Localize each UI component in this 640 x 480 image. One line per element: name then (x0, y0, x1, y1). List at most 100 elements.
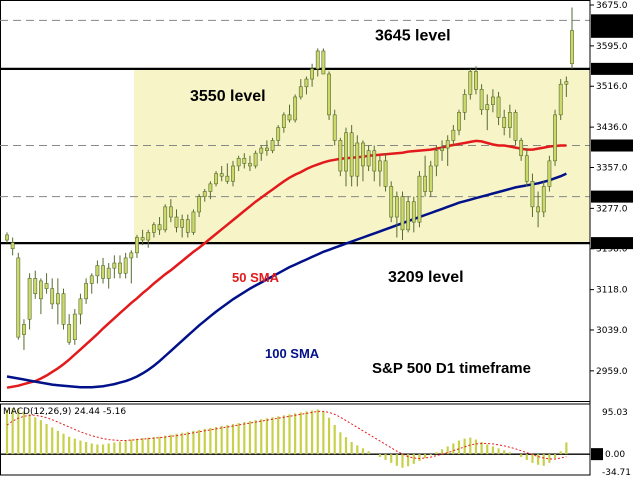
candle-body (553, 114, 557, 162)
candle-body (236, 157, 241, 167)
candle-body (185, 219, 190, 233)
candle-body (434, 150, 439, 167)
annotation-3550-level: 3550 level (190, 88, 266, 105)
candle-body (479, 89, 484, 111)
macd-signal-line (6, 410, 567, 460)
price-tick-label: 3436.0 (596, 123, 628, 133)
candle-body (377, 160, 382, 172)
candle-body (485, 104, 490, 111)
candle-body (67, 324, 72, 343)
candle-body (231, 165, 235, 182)
price-tag-label: 3400.0 (594, 142, 626, 152)
candle-body (152, 224, 156, 233)
candle-body (468, 71, 473, 95)
candle-body (281, 114, 286, 128)
candle-body (355, 142, 360, 177)
candle-body (558, 83, 563, 116)
candle-body (411, 201, 416, 223)
candle-body (383, 160, 388, 187)
price-tag-label: 3209.0 (594, 240, 626, 250)
candle-body (242, 157, 247, 164)
price-panel: 3645 level 3550 level 3209 level 50 SMA 100 … (0, 0, 591, 402)
macd-tick-label: -34.71 (602, 468, 631, 478)
candle-body (315, 50, 320, 70)
macd-zero-tag (591, 448, 603, 461)
price-tag-box (591, 14, 633, 27)
candle-body (366, 150, 371, 167)
candle-body (349, 132, 354, 177)
price-tag-box (591, 62, 633, 75)
candle-body (327, 73, 331, 116)
candle-body (27, 278, 32, 320)
candle-body (168, 206, 173, 218)
candle-body (298, 86, 303, 98)
price-tick-label: 3675.0 (596, 1, 628, 11)
candle-body (55, 293, 60, 305)
candle-body (10, 242, 15, 250)
price-tag-label: 3645.0 (594, 17, 626, 27)
candle-body (50, 288, 55, 305)
candle-body (344, 132, 348, 172)
annotation-50-sma: 50 SMA (232, 270, 280, 285)
candle-body (519, 140, 524, 157)
chart-title: S&P 500 D1 timeframe (372, 360, 531, 377)
candle-body (174, 216, 179, 228)
sma-line-100-sma (6, 172, 567, 389)
annotation-100-sma: 100 SMA (265, 346, 320, 361)
candle-body (513, 112, 518, 141)
candle-body (462, 94, 467, 113)
price-tag-label: 3622.5 (594, 28, 626, 38)
candle-body (490, 96, 495, 105)
candle-body (163, 206, 168, 231)
candle-body (564, 81, 569, 85)
candle-body (361, 142, 365, 167)
price-tick-label: 3118.0 (596, 286, 628, 296)
candle-body (135, 237, 139, 254)
annotation-3209-level: 3209 level (388, 269, 464, 286)
candle-body (61, 293, 66, 325)
candle-body (78, 298, 83, 315)
price-tick-label: 3357.0 (596, 163, 628, 173)
candle-body (225, 175, 230, 182)
candle-body (72, 313, 77, 340)
candle-body (84, 283, 89, 300)
candle-body (5, 234, 9, 241)
candle-body (197, 196, 202, 213)
price-tick-label: 3595.0 (596, 42, 628, 52)
candle-body (440, 147, 444, 151)
candle-body (118, 262, 122, 274)
candle-body (191, 211, 196, 233)
candle-body (259, 147, 264, 154)
candle-body (541, 186, 546, 213)
candle-body (146, 232, 151, 241)
candle-body (536, 206, 541, 213)
candle-body (276, 127, 281, 141)
candle-body (310, 68, 315, 80)
candle-body (214, 173, 218, 185)
sma-line-50-sma (6, 139, 567, 389)
candle-body (219, 173, 224, 177)
candle-body (293, 96, 298, 121)
macd-panel: MACD(12,26,9) 24.44 -5.16 (0, 403, 591, 476)
macd-label: MACD(12,26,9) 24.44 -5.16 (3, 407, 126, 417)
price-tag-label: 3550.0 (594, 65, 626, 75)
candle-body (394, 196, 399, 218)
candle-body (417, 175, 422, 223)
candle-body (524, 155, 529, 182)
candle-body (129, 252, 134, 259)
candle-body (202, 191, 207, 197)
price-tag-box (591, 139, 633, 152)
candle-body (208, 183, 213, 192)
candle-body (570, 30, 574, 65)
candle-body (332, 114, 337, 141)
price-tick-label: 3277.0 (596, 204, 628, 214)
candle-body (547, 160, 552, 187)
candle-body (112, 262, 117, 269)
candle-body (264, 147, 269, 151)
price-tag-box (591, 25, 633, 38)
candle-body (530, 180, 535, 208)
price-axis: 3675.0 3595.0 3516.0 3436.0 3357.0 3277.0 3198… (589, 0, 633, 478)
candle-body (445, 140, 450, 149)
price-tick-label: 2959.0 (596, 367, 628, 377)
